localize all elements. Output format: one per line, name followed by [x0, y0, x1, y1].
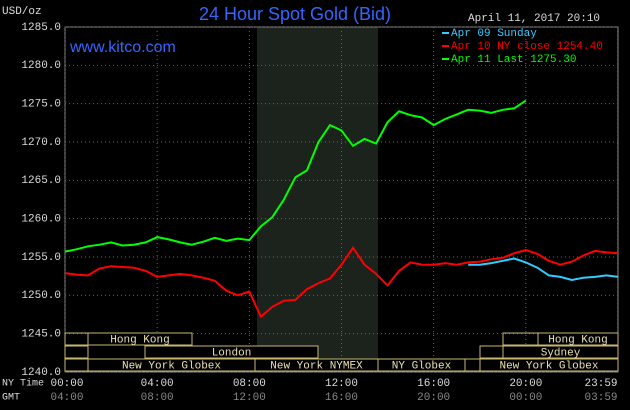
unit-label: USD/oz	[2, 6, 42, 18]
y-tick-label: 1270.0	[21, 137, 61, 149]
session-label: Hong Kong	[110, 334, 169, 346]
gmt-tick-label: 08:00	[141, 392, 174, 404]
session-bar	[502, 345, 619, 359]
session-bar	[479, 358, 619, 372]
gmt-tick-label: 20:00	[417, 392, 450, 404]
session-label: Hong Kong	[548, 334, 607, 346]
x-tick-label: 16:00	[417, 378, 450, 390]
session-bar	[144, 345, 319, 359]
session-label: New York NYMEX	[270, 360, 363, 372]
session-label: London	[212, 347, 252, 359]
site-label: www.kitco.com	[69, 39, 176, 56]
chart-title: 24 Hour Spot Gold (Bid)	[199, 4, 391, 24]
timestamp: April 11, 2017 20:10	[468, 13, 600, 25]
market-shade	[257, 27, 378, 372]
session-bar	[537, 332, 619, 346]
series-line	[468, 257, 619, 282]
legend-label: Apr 09 Sunday	[451, 28, 537, 40]
session-label: New York Globex	[122, 360, 221, 372]
x-tick-label: 08:00	[233, 378, 266, 390]
session-bar	[377, 358, 466, 372]
y-tick-label: 1265.0	[21, 175, 61, 187]
x-tick-label: 04:00	[141, 378, 174, 390]
gmt-tick-label: 00:00	[509, 392, 542, 404]
session-label: NY Globex	[392, 360, 452, 372]
y-tick-label: 1260.0	[21, 214, 61, 226]
x-tick-label: 12:00	[325, 378, 358, 390]
session-label: Sydney	[541, 347, 581, 359]
series-line	[64, 99, 527, 253]
y-tick-label: 1250.0	[21, 290, 61, 302]
session-filler	[64, 345, 89, 359]
series-line	[64, 246, 619, 319]
session-bar	[87, 332, 193, 346]
gmt-tick-label: 03:59	[585, 392, 618, 404]
legend-label: Apr 11 Last 1275.30	[451, 54, 576, 66]
x-tick-label: 00:00	[50, 378, 83, 390]
y-tick-label: 1285.0	[21, 22, 61, 34]
y-tick-label: 1275.0	[21, 99, 61, 111]
y-tick-label: 1245.0	[21, 329, 61, 341]
x-row-label: GMT	[2, 393, 20, 404]
y-tick-label: 1255.0	[21, 252, 61, 264]
session-label: New York Globex	[499, 360, 598, 372]
y-tick-label: 1240.0	[21, 367, 61, 379]
gmt-tick-label: 12:00	[233, 392, 266, 404]
y-tick-label: 1280.0	[21, 60, 61, 72]
x-tick-label: 23:59	[585, 378, 618, 390]
x-tick-label: 20:00	[509, 378, 542, 390]
x-row-label: NY Time	[2, 378, 44, 390]
gmt-tick-label: 04:00	[50, 392, 83, 404]
gmt-tick-label: 16:00	[325, 392, 358, 404]
legend-label: Apr 10 NY close 1254.40	[451, 41, 603, 53]
